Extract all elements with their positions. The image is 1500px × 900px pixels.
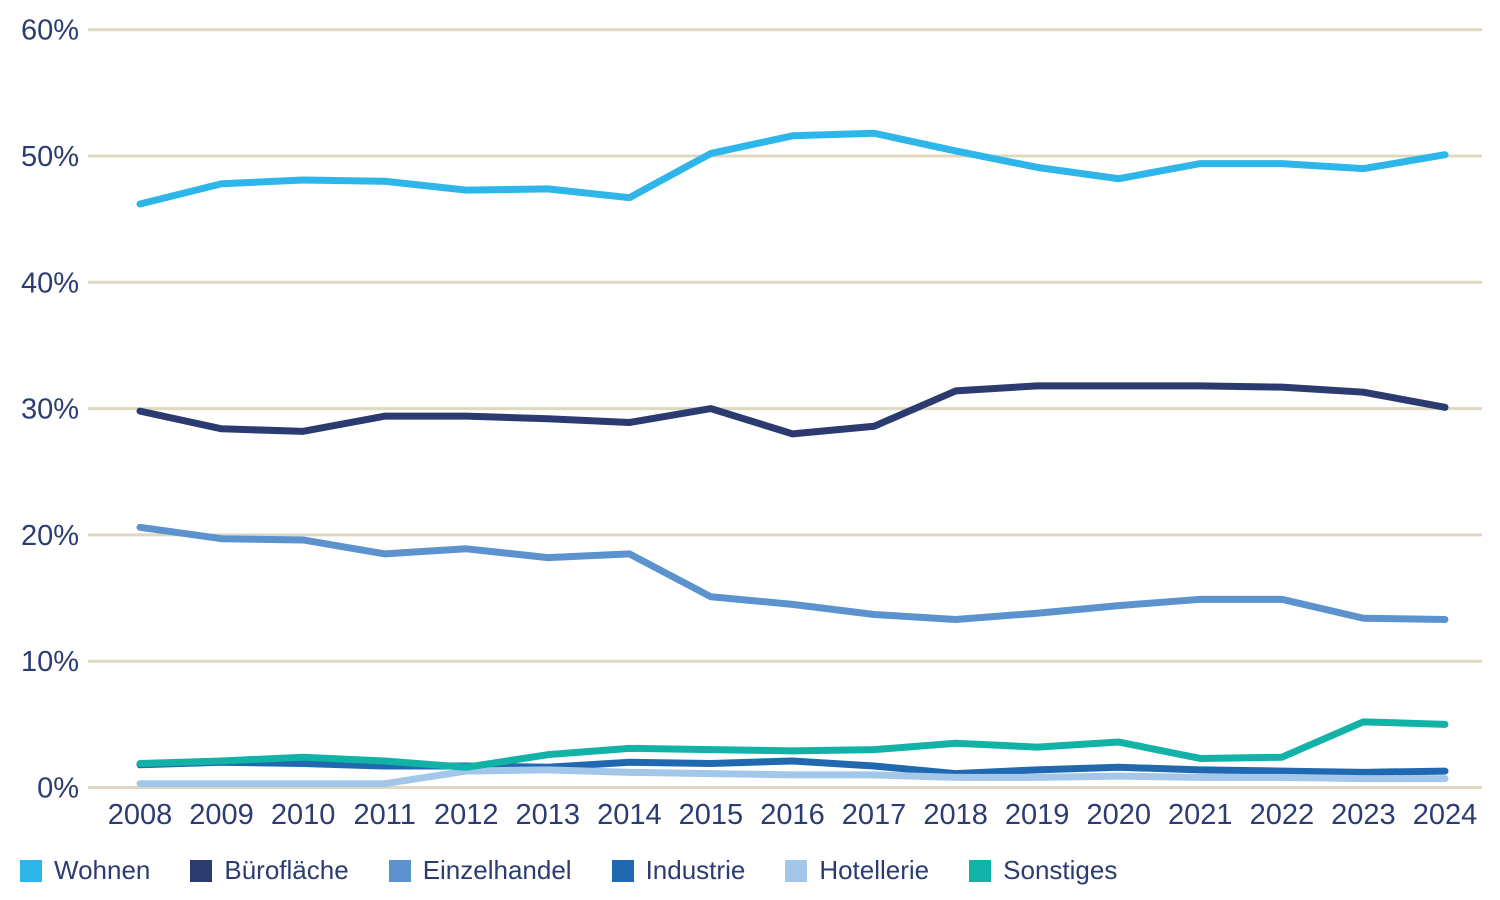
series-line-hotellerie [136, 766, 1449, 788]
legend-swatch-icon [190, 859, 213, 882]
x-tick-label: 2008 [108, 799, 173, 831]
x-tick-label: 2014 [597, 799, 662, 831]
y-tick-label: 10% [21, 646, 79, 678]
legend-item-bürofläche: Bürofläche [190, 855, 349, 886]
series-lines [136, 129, 1449, 788]
legend-item-sonstiges: Sonstiges [969, 855, 1117, 886]
series-line-einzelhandel [136, 523, 1449, 624]
legend-item-wohnen: Wohnen [20, 855, 150, 886]
legend-item-industrie: Industrie [611, 855, 746, 886]
x-tick-label: 2016 [760, 799, 825, 831]
x-tick-label: 2020 [1086, 799, 1151, 831]
legend-label: Wohnen [54, 855, 151, 885]
legend-swatch-icon [969, 859, 992, 882]
y-tick-label: 20% [21, 520, 79, 552]
y-tick-label: 40% [21, 267, 79, 299]
y-tick-label: 60% [21, 15, 79, 47]
x-tick-label: 2009 [189, 799, 254, 831]
x-tick-label: 2012 [434, 799, 499, 831]
legend-label: Bürofläche [224, 855, 349, 885]
x-tick-label: 2019 [1005, 799, 1070, 831]
x-tick-label: 2024 [1413, 799, 1478, 831]
series-line-wohnen [136, 129, 1449, 208]
legend-label: Sonstiges [1003, 855, 1118, 885]
gridlines [88, 28, 1482, 789]
legend-swatch-icon [20, 859, 42, 882]
x-tick-label: 2021 [1168, 799, 1233, 831]
series-line-sonstiges [136, 718, 1449, 771]
line-chart: 0% 10% 20% 30% 40% 50% 60% 2008 2009 2010 2011 2012… [21, 15, 1482, 831]
y-axis-labels: 0% 10% 20% 30% 40% 50% 60% [21, 15, 79, 805]
x-tick-label: 2017 [842, 799, 907, 831]
legend-label: Einzelhandel [422, 855, 572, 885]
legend-swatch-icon [785, 859, 808, 882]
legend-label: Industrie [645, 855, 746, 885]
x-tick-label: 2022 [1250, 799, 1315, 831]
y-tick-label: 30% [21, 394, 79, 426]
x-tick-label: 2013 [516, 799, 581, 831]
legend-swatch-icon [388, 859, 411, 882]
x-axis-labels: 2008 2009 2010 2011 2012 2013 2014 2015 2016 2017… [108, 799, 1478, 831]
y-tick-label: 0% [37, 773, 79, 805]
y-tick-label: 50% [21, 141, 79, 173]
series-line-industrie [136, 757, 1449, 778]
series-line-bürofläche [136, 382, 1449, 438]
x-tick-label: 2011 [354, 799, 416, 831]
legend-item-hotellerie: Hotellerie [785, 855, 929, 886]
x-tick-label: 2023 [1331, 799, 1396, 831]
x-tick-label: 2010 [271, 799, 336, 831]
legend-swatch-icon [611, 859, 634, 882]
legend-label: Hotellerie [819, 855, 930, 885]
x-tick-label: 2018 [923, 799, 988, 831]
legend-item-einzelhandel: Einzelhandel [388, 855, 572, 886]
x-tick-label: 2015 [679, 799, 744, 831]
legend: Wohnen Bürofläche Einzelhandel Industrie Hot… [20, 855, 1117, 886]
